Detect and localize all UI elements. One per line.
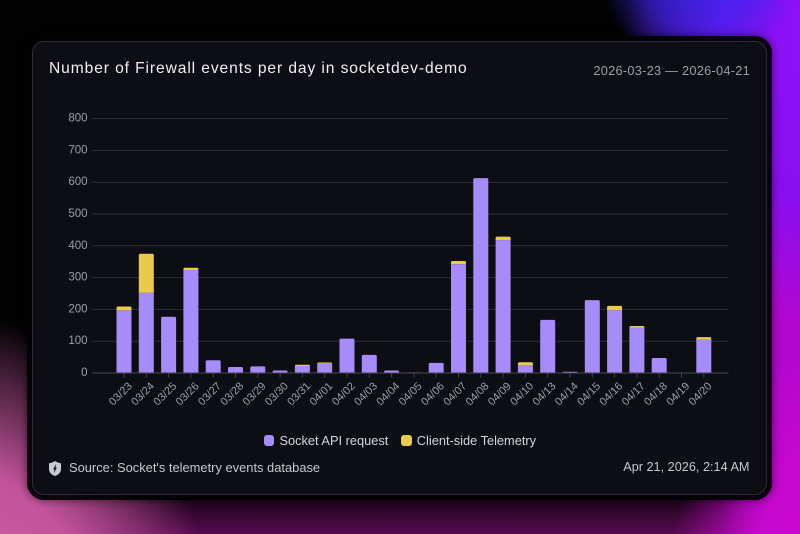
- svg-text:200: 200: [68, 303, 87, 315]
- svg-text:04/06: 04/06: [419, 380, 447, 408]
- svg-text:300: 300: [68, 272, 87, 284]
- svg-text:04/18: 04/18: [642, 380, 670, 408]
- svg-text:04/20: 04/20: [687, 380, 715, 408]
- svg-text:03/23: 03/23: [107, 380, 135, 408]
- svg-text:03/24: 03/24: [129, 380, 157, 408]
- svg-text:04/09: 04/09: [486, 380, 514, 408]
- svg-text:500: 500: [68, 208, 87, 220]
- svg-text:800: 800: [68, 113, 87, 125]
- svg-text:04/19: 04/19: [664, 380, 692, 408]
- svg-text:100: 100: [68, 335, 87, 347]
- svg-text:04/02: 04/02: [330, 380, 358, 408]
- svg-text:03/27: 03/27: [196, 380, 224, 408]
- svg-text:03/29: 03/29: [241, 380, 269, 408]
- svg-text:04/15: 04/15: [575, 380, 603, 408]
- svg-text:04/03: 04/03: [352, 380, 380, 408]
- svg-text:04/14: 04/14: [553, 380, 581, 408]
- svg-text:03/28: 03/28: [218, 380, 246, 408]
- svg-text:03/26: 03/26: [174, 380, 202, 408]
- svg-text:04/16: 04/16: [597, 380, 625, 408]
- svg-text:04/08: 04/08: [464, 380, 492, 408]
- svg-text:400: 400: [68, 240, 87, 252]
- svg-text:700: 700: [68, 144, 87, 156]
- svg-text:03/25: 03/25: [151, 380, 179, 408]
- svg-text:03/31: 03/31: [285, 380, 313, 408]
- svg-text:04/17: 04/17: [620, 380, 648, 408]
- svg-text:04/07: 04/07: [441, 380, 469, 408]
- svg-text:600: 600: [68, 176, 87, 188]
- svg-text:04/04: 04/04: [374, 380, 402, 408]
- svg-text:04/13: 04/13: [531, 380, 559, 408]
- svg-text:04/10: 04/10: [508, 380, 536, 408]
- svg-text:03/30: 03/30: [263, 380, 291, 408]
- svg-text:04/01: 04/01: [308, 380, 336, 408]
- svg-text:0: 0: [81, 367, 87, 379]
- svg-text:04/05: 04/05: [397, 380, 425, 408]
